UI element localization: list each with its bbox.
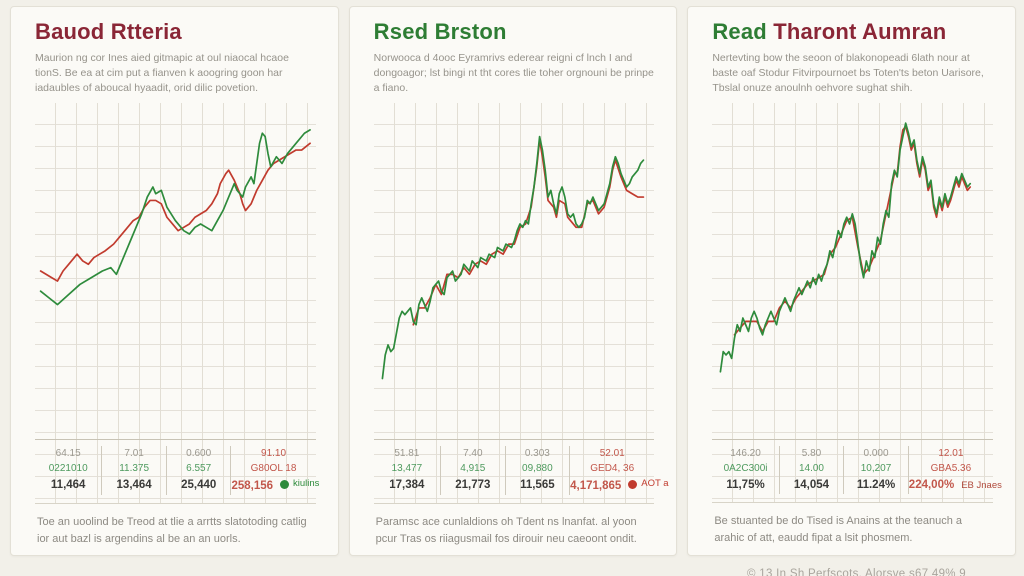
chart-grid-zone: 146.20 5.80 0.000 12.01 0A2C300i 14.00 10,207 G… [712, 102, 1002, 504]
table-cell: G80OL 18 [250, 463, 297, 475]
table-cell: 4,171,865 AOT a [570, 477, 669, 492]
panel-card-1: Bauod Rtteria Maurion ng cor Ines aied g… [10, 6, 339, 556]
chart-svg [374, 103, 655, 439]
legend-label: EB Jnaes [961, 479, 1002, 491]
table-cell: 0.303 [506, 445, 571, 462]
panel-subtitle: Maurion ng cor Ines aied gitmapic at oul… [35, 52, 289, 95]
table-cell: 11,565 [506, 476, 571, 496]
table-row: 11,75% 14,054 11.24% 224,00% EB Jnaes [712, 476, 1002, 495]
table-row: 0221010 11.375 6.557 G80OL 18 [35, 461, 316, 477]
table-row: 17,384 21,773 11,565 4,171,865 AOT a [374, 476, 669, 496]
table-cell: GED4, 36 [590, 463, 635, 475]
table-cell: 0.000 [844, 445, 909, 462]
dashboard: Bauod Rtteria Maurion ng cor Ines aied g… [10, 6, 1017, 556]
chart-svg [712, 103, 993, 439]
title-text: Read [712, 19, 767, 44]
table-cell: 7.01 [102, 445, 167, 462]
legend-label: kiulins [293, 477, 320, 489]
table-cell: 7.40 [441, 445, 506, 462]
series-legend: EB Jnaes [961, 479, 1002, 494]
table-row: 0A2C300i 14.00 10,207 GBA5.36 [712, 461, 993, 477]
table-cell: 14.00 [780, 461, 845, 477]
table-cell: 224,00% EB Jnaes [909, 477, 1002, 495]
table-cell: 09,880 [506, 461, 571, 477]
table-row: 64.15 7.01 0.600 91.10 [35, 445, 316, 462]
chart-svg [35, 103, 316, 439]
table-cell: 12.01 [938, 447, 964, 459]
copyright-text: © 13 In Sh Perfscots, Alorsve s67 49% 9 [747, 568, 966, 576]
stats-table: 51.81 7.40 0.303 52.01 13,477 4,915 09,880 GED4… [373, 438, 669, 505]
series-legend: kiulins [280, 477, 319, 492]
line-chart [35, 103, 316, 439]
table-cell: GBA5.36 [930, 463, 972, 475]
panel-card-3: Read Tharont Aumran Nertevting bow the s… [687, 6, 1017, 556]
panel-footnote: Be stuanted be do Tised is Anains at the… [714, 515, 963, 544]
chart-grid-zone: 51.81 7.40 0.303 52.01 13,477 4,915 09,880 GED4… [373, 102, 669, 505]
page-title: Read Tharont Aumran [712, 19, 993, 45]
stats-table: 146.20 5.80 0.000 12.01 0A2C300i 14.00 10,207 G… [712, 438, 1002, 504]
table-row: 146.20 5.80 0.000 12.01 [712, 445, 993, 462]
legend-label: AOT a [641, 477, 669, 489]
panel-footnote: Paramsc ace cunlaldions oh Tdent ns lnan… [375, 516, 637, 545]
panel-card-2: Rsed Brston Norwooca d 4ooc Eyramrivs ed… [348, 6, 678, 556]
table-cell: 11.375 [102, 461, 167, 477]
table-cell: 25,440 [167, 476, 232, 496]
line-chart [374, 103, 655, 439]
table-cell: 11,75% [712, 476, 780, 495]
table-cell: 14,054 [780, 476, 845, 495]
legend-dot-icon [628, 479, 638, 489]
table-row: 13,477 4,915 09,880 GED4, 36 [374, 461, 655, 477]
table-cell: 11,464 [35, 476, 103, 496]
table-cell: 6.557 [167, 461, 232, 477]
table-cell: 10,207 [844, 461, 909, 477]
panel-footnote: Toe an uoolind be Treod at tlie a arrtts… [37, 516, 307, 545]
table-cell: 21,773 [441, 476, 506, 496]
table-cell: 4,915 [441, 461, 506, 477]
table-row: 11,464 13,464 25,440 258,156 kiulins [35, 476, 320, 496]
title-text: Tharont Aumran [766, 19, 947, 44]
table-cell: 91.10 [261, 447, 287, 459]
panel-subtitle: Nertevting bow the seoon of blakonopeadi… [712, 52, 984, 95]
table-cell: 64.15 [35, 445, 103, 462]
page-title: Rsed Brston [374, 19, 655, 45]
stats-table: 64.15 7.01 0.600 91.10 0221010 11.375 6.557 G80… [35, 438, 320, 505]
table-cell: 0221010 [35, 461, 103, 477]
title-text: Bauod Rtteria [35, 19, 182, 44]
page-title: Bauod Rtteria [35, 19, 316, 45]
legend-dot-icon [280, 479, 290, 489]
table-cell: 11.24% [844, 476, 909, 495]
table-cell: 51.81 [374, 445, 442, 462]
table-cell: 258,156 kiulins [231, 477, 320, 492]
table-row: 51.81 7.40 0.303 52.01 [374, 445, 655, 462]
chart-grid-zone: 64.15 7.01 0.600 91.10 0221010 11.375 6.557 G80… [35, 102, 320, 505]
table-cell: 13,464 [102, 476, 167, 496]
table-cell: 5.80 [780, 445, 845, 462]
table-cell: 0A2C300i [712, 461, 780, 477]
table-cell: 13,477 [374, 461, 442, 477]
panel-subtitle: Norwooca d 4ooc Eyramrivs ederear reigni… [373, 52, 654, 95]
line-chart [712, 103, 993, 439]
title-text: Rsed Brston [373, 19, 507, 44]
table-cell: 17,384 [374, 476, 442, 496]
series-legend: AOT a [628, 477, 669, 492]
table-cell: 52.01 [599, 447, 625, 459]
table-cell: 146.20 [712, 445, 780, 462]
table-cell: 0.600 [167, 445, 232, 462]
